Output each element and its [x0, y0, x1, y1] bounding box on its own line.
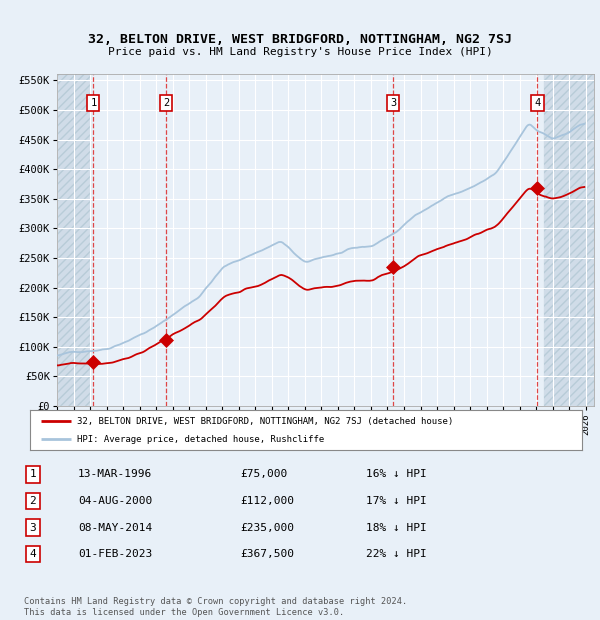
Text: HPI: Average price, detached house, Rushcliffe: HPI: Average price, detached house, Rush… [77, 435, 324, 444]
Text: 13-MAR-1996: 13-MAR-1996 [78, 469, 152, 479]
Text: 01-FEB-2023: 01-FEB-2023 [78, 549, 152, 559]
Text: 2: 2 [163, 97, 169, 108]
Text: £75,000: £75,000 [240, 469, 287, 479]
Text: £367,500: £367,500 [240, 549, 294, 559]
Text: 04-AUG-2000: 04-AUG-2000 [78, 496, 152, 506]
Polygon shape [57, 74, 90, 406]
Text: 17% ↓ HPI: 17% ↓ HPI [366, 496, 427, 506]
Text: 3: 3 [390, 97, 397, 108]
Text: £235,000: £235,000 [240, 523, 294, 533]
Text: 1: 1 [90, 97, 97, 108]
Text: 16% ↓ HPI: 16% ↓ HPI [366, 469, 427, 479]
Text: Contains HM Land Registry data © Crown copyright and database right 2024.
This d: Contains HM Land Registry data © Crown c… [24, 598, 407, 617]
Text: 4: 4 [535, 97, 541, 108]
Text: £112,000: £112,000 [240, 496, 294, 506]
Text: Price paid vs. HM Land Registry's House Price Index (HPI): Price paid vs. HM Land Registry's House … [107, 47, 493, 57]
Text: 1: 1 [29, 469, 37, 479]
Text: 08-MAY-2014: 08-MAY-2014 [78, 523, 152, 533]
Text: 32, BELTON DRIVE, WEST BRIDGFORD, NOTTINGHAM, NG2 7SJ (detached house): 32, BELTON DRIVE, WEST BRIDGFORD, NOTTIN… [77, 417, 453, 426]
Polygon shape [544, 74, 594, 406]
Text: 32, BELTON DRIVE, WEST BRIDGFORD, NOTTINGHAM, NG2 7SJ: 32, BELTON DRIVE, WEST BRIDGFORD, NOTTIN… [88, 33, 512, 46]
Text: 2: 2 [29, 496, 37, 506]
Text: 18% ↓ HPI: 18% ↓ HPI [366, 523, 427, 533]
Text: 22% ↓ HPI: 22% ↓ HPI [366, 549, 427, 559]
Text: 4: 4 [29, 549, 37, 559]
Text: 3: 3 [29, 523, 37, 533]
